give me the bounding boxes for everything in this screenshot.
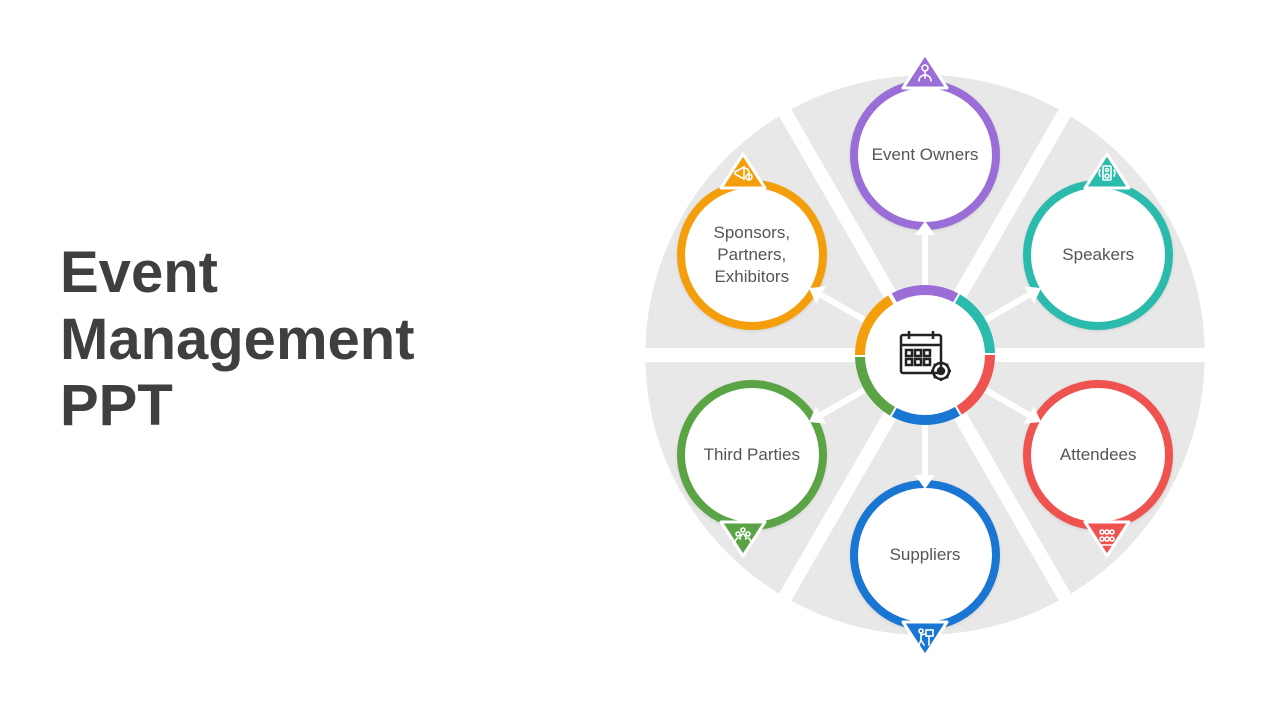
diagram-node: Suppliers (850, 480, 1000, 630)
node-label: Attendees (1052, 436, 1145, 474)
diagram-node: Speakers (1023, 180, 1173, 330)
person-suit-icon (899, 50, 951, 96)
megaphone-money-icon (717, 150, 769, 196)
calendar-gear-icon (893, 323, 957, 387)
node-label: Suppliers (882, 536, 969, 574)
diagram-node: Third Parties (677, 380, 827, 530)
presenter-icon (899, 614, 951, 660)
center-hub (865, 295, 985, 415)
node-label: Third Parties (696, 436, 808, 474)
diagram-node: Event Owners (850, 80, 1000, 230)
node-label: Sponsors, Partners, Exhibitors (685, 214, 819, 296)
speaker-sound-icon (1081, 150, 1133, 196)
node-label: Event Owners (864, 136, 987, 174)
diagram-node: Attendees (1023, 380, 1173, 530)
discussion-icon (717, 514, 769, 560)
radial-diagram: Event Owners Speakers Attendees Suppliers Th… (615, 45, 1235, 665)
diagram-node: Sponsors, Partners, Exhibitors (677, 180, 827, 330)
node-label: Speakers (1054, 236, 1142, 274)
page-title: EventManagementPPT (60, 240, 415, 440)
crowd-icon (1081, 514, 1133, 560)
